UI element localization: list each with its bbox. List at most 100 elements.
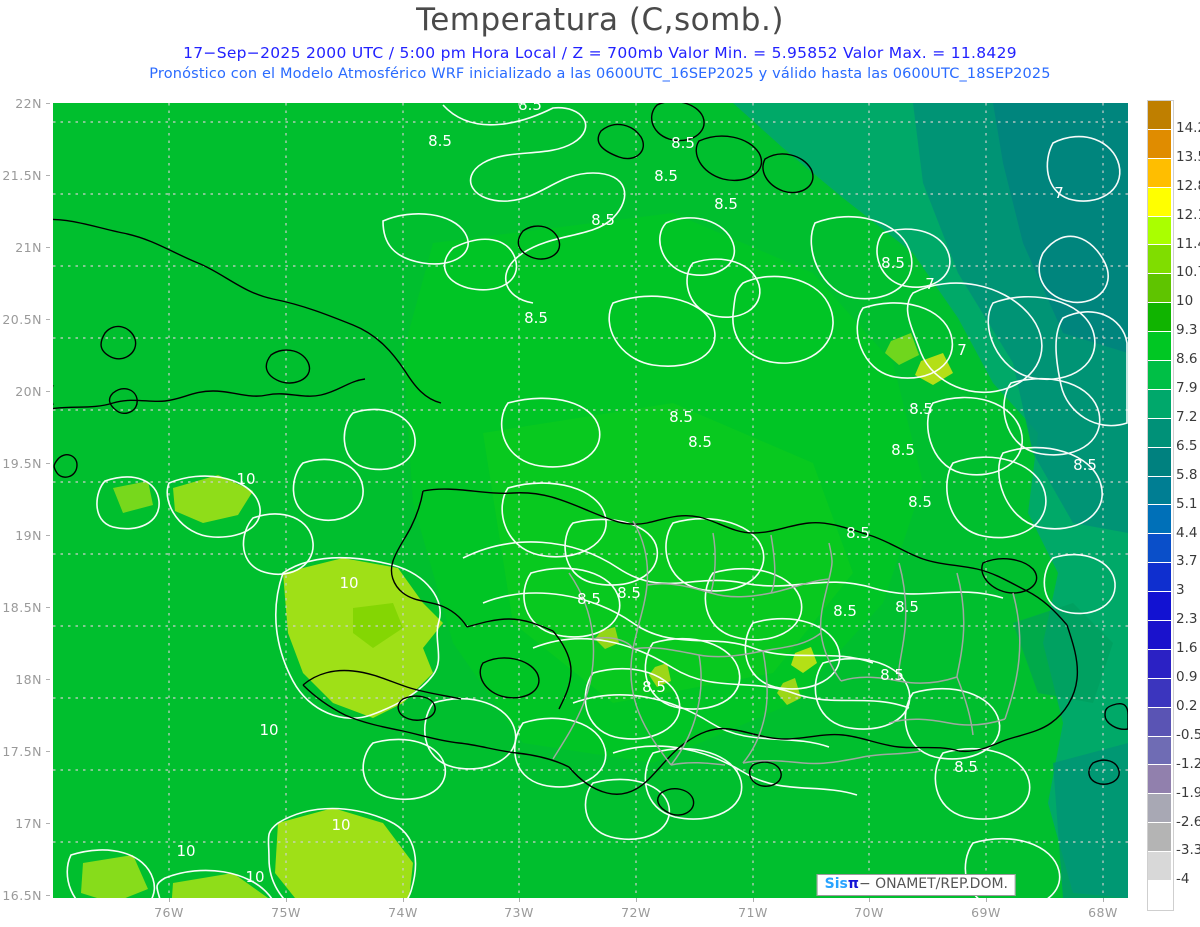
colorbar-segment xyxy=(1148,476,1171,506)
contour-label: 8.5 xyxy=(654,167,678,185)
model-info-line: Pronóstico con el Modelo Atmosférico WRF… xyxy=(149,66,1051,82)
contour-label: 8.5 xyxy=(671,134,695,152)
colorbar-tick-label: 5.8 xyxy=(1176,466,1198,483)
y-tick-label: 21.5N xyxy=(2,168,42,183)
contour-label: 8.5 xyxy=(895,598,919,616)
colorbar-tick-label: -3.3 xyxy=(1176,842,1200,859)
y-axis-tick xyxy=(46,175,50,176)
colorbar-segment xyxy=(1148,678,1171,708)
contour-label: 8.5 xyxy=(524,309,548,327)
colorbar-tick-label: 3.7 xyxy=(1176,553,1198,570)
x-tick-label: 69W xyxy=(971,905,1001,920)
colorbar-segment xyxy=(1148,245,1171,275)
y-axis-tick xyxy=(46,391,50,392)
x-axis-tick xyxy=(636,898,637,902)
contour-label: 10 xyxy=(339,574,358,592)
attribution-badge: Sisπ− ONAMET/REP.DOM. xyxy=(816,874,1016,896)
map-canvas: 8.5 8.5 8.5 8.5 8.5 8.5 8.5 8.5 8.5 8.5 8.5 8.5 8.5 8… xyxy=(53,103,1128,898)
x-tick-label: 74W xyxy=(388,905,418,920)
x-tick-label: 70W xyxy=(854,905,884,920)
colorbar-segment xyxy=(1148,534,1171,564)
colorbar-tick-label: 0.2 xyxy=(1176,697,1198,714)
x-axis-tick xyxy=(753,898,754,902)
forecast-meta-line: 17−Sep−2025 2000 UTC / 5:00 pm Hora Loca… xyxy=(183,44,1017,62)
contour-label: 8.5 xyxy=(833,602,857,620)
x-axis-tick xyxy=(986,898,987,902)
y-axis-tick xyxy=(46,319,50,320)
colorbar-tick-label: 0.9 xyxy=(1176,669,1198,685)
colorbar-tick-label: 2.3 xyxy=(1176,611,1198,628)
colorbar-segment xyxy=(1148,303,1171,333)
x-tick-label: 73W xyxy=(504,905,534,920)
colorbar-tick-label: 12.8 xyxy=(1176,177,1200,194)
y-tick-label: 16.5N xyxy=(2,888,42,903)
colorbar-segment xyxy=(1148,736,1171,766)
contour-label: 8.5 xyxy=(669,408,693,426)
colorbar-tick-label: -4 xyxy=(1176,871,1190,888)
colorbar-segment xyxy=(1148,505,1171,535)
colorbar-tick-label: -2.6 xyxy=(1176,813,1200,830)
y-tick-label: 20N xyxy=(15,384,42,399)
contour-label: 8.5 xyxy=(642,678,666,696)
sis-logo-text: Sis xyxy=(824,876,848,892)
colorbar-tick-label: 3 xyxy=(1176,582,1185,599)
x-tick-label: 68W xyxy=(1088,905,1118,920)
colorbar-tick-label: -0.5 xyxy=(1176,726,1200,743)
y-axis-tick xyxy=(46,679,50,680)
contour-label: 8.5 xyxy=(954,758,978,776)
contour-label: 8.5 xyxy=(688,433,712,451)
contour-label: 10 xyxy=(176,842,195,860)
colorbar-segment xyxy=(1148,794,1171,824)
x-axis-tick xyxy=(403,898,404,902)
colorbar-segment xyxy=(1148,216,1171,246)
x-axis-tick xyxy=(286,898,287,902)
contour-label: 10 xyxy=(245,868,264,886)
x-axis-tick xyxy=(869,898,870,902)
colorbar-tick-label: -1.2 xyxy=(1176,755,1200,772)
colorbar-tick-label: 7.9 xyxy=(1176,380,1198,396)
contour-label: 8.5 xyxy=(714,195,738,213)
x-axis-tick xyxy=(169,898,170,902)
colorbar-segment xyxy=(1148,852,1171,882)
y-axis-tick xyxy=(46,535,50,536)
contour-label: 8.5 xyxy=(591,211,615,229)
colorbar-tick-label: 11.4 xyxy=(1176,235,1200,252)
y-axis-tick xyxy=(46,607,50,608)
colorbar-segment xyxy=(1148,592,1171,622)
colorbar-tick-label: 7.2 xyxy=(1176,408,1198,425)
colorbar-segment xyxy=(1148,129,1171,159)
y-tick-label: 18.5N xyxy=(2,600,42,615)
x-tick-label: 71W xyxy=(738,905,768,920)
y-axis-tick xyxy=(46,823,50,824)
organization-label: − ONAMET/REP.DOM. xyxy=(858,876,1008,892)
x-tick-label: 76W xyxy=(154,905,184,920)
colorbar-tick-label: 13.5 xyxy=(1176,148,1200,165)
y-tick-label: 21N xyxy=(15,240,42,255)
contour-label: 8.5 xyxy=(880,666,904,684)
colorbar-segment xyxy=(1148,621,1171,650)
colorbar-segment xyxy=(1148,361,1171,390)
x-axis-tick xyxy=(519,898,520,902)
colorbar-tick-label: 10.7 xyxy=(1176,264,1200,281)
colorbar-segment xyxy=(1148,187,1171,217)
temperature-map[interactable]: 8.5 8.5 8.5 8.5 8.5 8.5 8.5 8.5 8.5 8.5 8.5 8.5 8.5 8… xyxy=(53,103,1128,898)
temperature-colorbar[interactable] xyxy=(1147,100,1174,911)
contour-label: 8.5 xyxy=(428,132,452,150)
colorbar-segment xyxy=(1148,274,1171,304)
contour-label: 8.5 xyxy=(577,590,601,608)
x-axis-tick xyxy=(1103,898,1104,902)
contour-label: 8.5 xyxy=(908,493,932,511)
colorbar-segment xyxy=(1148,389,1171,419)
colorbar-tick-label: 5.1 xyxy=(1176,495,1198,512)
y-axis-tick xyxy=(46,103,50,104)
colorbar-tick-label: 1.6 xyxy=(1176,640,1198,657)
colorbar-segment xyxy=(1148,649,1171,679)
y-tick-label: 19.5N xyxy=(2,456,42,471)
contour-label: 7 xyxy=(925,275,935,293)
contour-label: 8.5 xyxy=(1073,456,1097,474)
y-tick-label: 20.5N xyxy=(2,312,42,327)
y-tick-label: 17N xyxy=(15,816,42,831)
colorbar-segment xyxy=(1148,101,1171,130)
y-tick-label: 18N xyxy=(15,672,42,687)
colorbar-tick-label: 4.4 xyxy=(1176,524,1198,541)
